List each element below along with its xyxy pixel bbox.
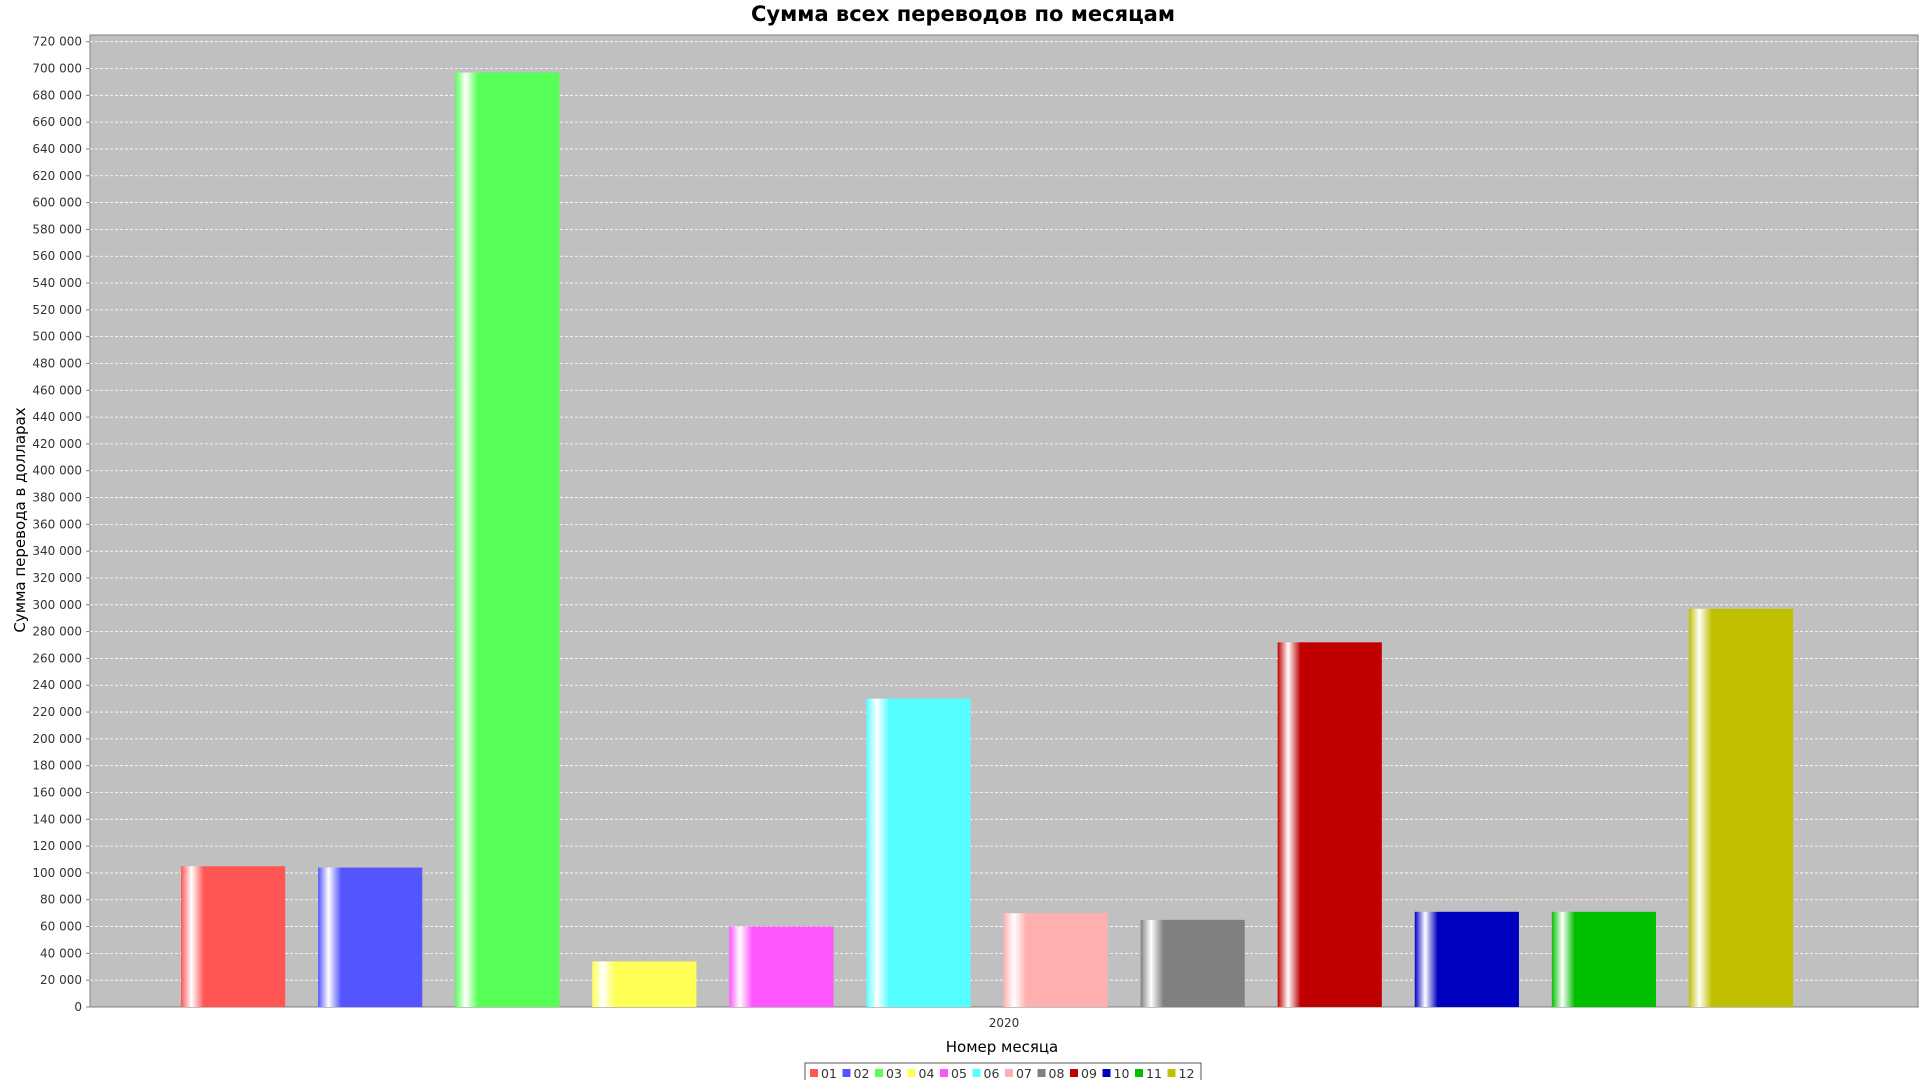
legend-swatch [972,1069,981,1077]
bar-09 [1277,642,1382,1007]
plot-area [89,34,1919,1008]
bar-01 [181,866,286,1007]
y-tick-label: 100 000 [32,866,82,880]
legend-label: 12 [1179,1066,1195,1080]
legend-swatch [1070,1069,1078,1077]
y-tick-label: 720 000 [32,35,82,49]
y-tick-label: 500 000 [32,330,82,344]
legend-label: 03 [886,1066,902,1080]
y-tick-label: 420 000 [32,437,82,451]
y-tick-label: 300 000 [32,598,82,612]
bar-11 [1551,911,1657,1007]
legend-swatch [842,1069,851,1077]
bar-12 [1688,608,1794,1007]
y-tick-label: 460 000 [32,383,82,397]
y-tick-label: 680 000 [32,88,82,102]
y-tick-label: 480 000 [32,356,82,370]
y-tick-label: 400 000 [32,464,82,478]
y-tick-label: 380 000 [32,491,82,505]
bar-02 [318,867,423,1007]
legend-label: 09 [1081,1066,1097,1080]
legend-label: 11 [1146,1066,1162,1080]
legend-label: 10 [1114,1066,1130,1080]
y-tick-label: 0 [74,1000,82,1014]
legend-label: 08 [1049,1066,1065,1080]
y-tick-label: 440 000 [32,410,82,424]
legend-label: 04 [919,1066,935,1080]
bar-06 [866,698,971,1007]
y-tick-label: 700 000 [32,62,82,76]
y-tick-label: 80 000 [40,893,82,907]
legend-swatch [1135,1069,1143,1077]
y-tick-label: 280 000 [32,625,82,639]
x-tick-label: 2020 [989,1016,1020,1030]
y-tick-label: 40 000 [40,946,82,960]
y-tick-label: 600 000 [32,196,82,210]
legend-swatch [1102,1069,1111,1077]
y-tick-label: 560 000 [32,249,82,263]
y-tick-label: 540 000 [32,276,82,290]
legend-swatch [1037,1069,1046,1077]
y-tick-label: 260 000 [32,651,82,665]
y-tick-label: 180 000 [32,759,82,773]
bar-04 [592,961,697,1007]
y-tick-label: 640 000 [32,142,82,156]
y-tick-label: 520 000 [32,303,82,317]
legend-label: 06 [984,1066,1000,1080]
y-tick-label: 120 000 [32,839,82,853]
y-tick-label: 340 000 [32,544,82,558]
y-tick-label: 160 000 [32,785,82,799]
y-tick-label: 580 000 [32,222,82,236]
y-tick-label: 20 000 [40,973,82,987]
axes: 0 20 000 40 000 60 000 80 000 100 000 120 000 1… [32,35,1019,1030]
legend-swatch [1005,1069,1013,1077]
y-tick-label: 200 000 [32,732,82,746]
legend-label: 02 [854,1066,870,1080]
legend-label: 05 [951,1066,967,1080]
bar-05 [729,926,834,1007]
bar-03 [455,72,560,1007]
y-tick-label: 660 000 [32,115,82,129]
y-tick-label: 140 000 [32,812,82,826]
bar-07 [1003,913,1108,1007]
legend: 01 02 03 04 05 06 07 08 09 10 11 12 [804,1062,1202,1084]
legend-swatch [810,1069,818,1077]
y-tick-label: 620 000 [32,169,82,183]
legend-label: 07 [1016,1066,1032,1080]
legend-box [804,1062,1202,1084]
y-axis-label: Сумма перевода в долларах [11,407,29,632]
legend-swatch [1167,1069,1176,1077]
legend-label: 01 [821,1066,837,1080]
y-tick-label: 360 000 [32,517,82,531]
bar-08 [1140,919,1245,1007]
chart-title: Сумма всех переводов по месяцам [751,2,1175,26]
y-tick-label: 240 000 [32,678,82,692]
y-tick-label: 320 000 [32,571,82,585]
bars [181,72,1794,1007]
legend-swatch [875,1069,883,1077]
legend-swatch [907,1069,916,1077]
y-tick-label: 60 000 [40,920,82,934]
legend-swatch [940,1069,948,1077]
x-axis-label: Номер месяца [946,1038,1059,1056]
bar-10 [1414,911,1519,1007]
y-tick-label: 220 000 [32,705,82,719]
